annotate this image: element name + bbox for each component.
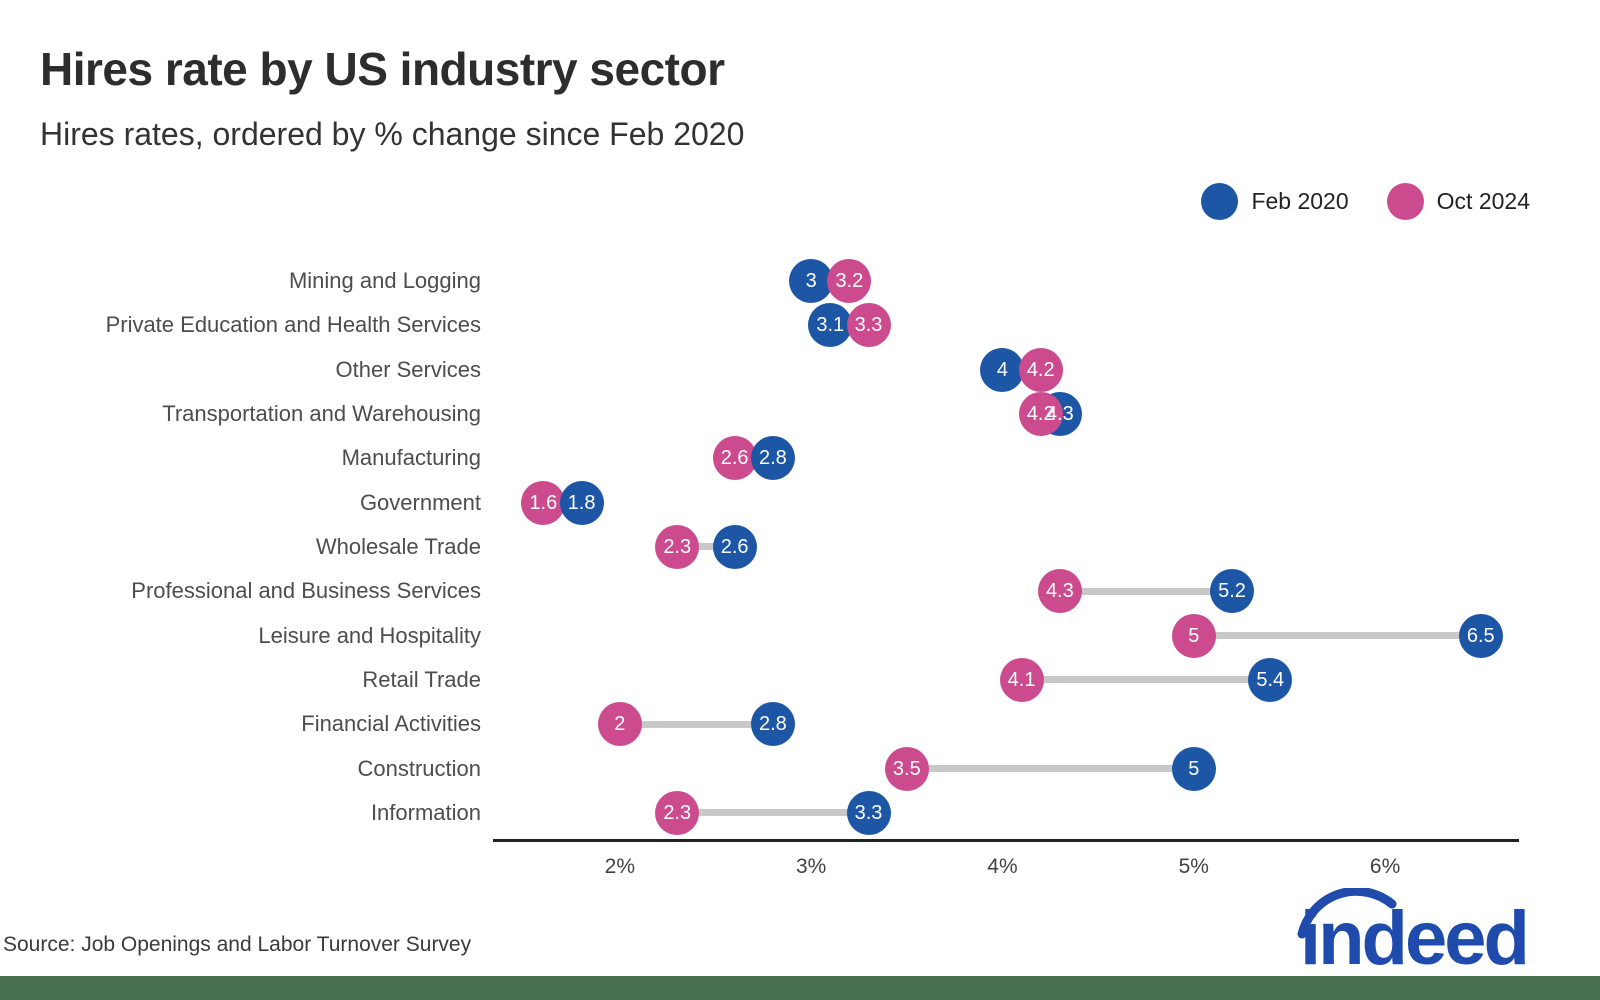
feb-2020-dot xyxy=(559,480,604,525)
oct-2024-dot xyxy=(1018,347,1063,392)
indeed-logo-swoosh-icon xyxy=(1297,888,1397,939)
x-axis-tick-label: 3% xyxy=(795,855,827,878)
category-label: Construction xyxy=(357,755,481,781)
x-axis-line xyxy=(493,839,1519,842)
oct-2024-dot xyxy=(1018,391,1063,436)
oct-2024-dot xyxy=(999,657,1044,702)
category-label: Other Services xyxy=(335,356,482,382)
category-label: Leisure and Hospitality xyxy=(258,622,481,648)
legend-label-feb-2020: Feb 2020 xyxy=(1251,188,1349,214)
oct-2024-dot xyxy=(884,746,929,791)
feb-2020-dot xyxy=(1210,569,1255,614)
page-subtitle: Hires rates, ordered by % change since F… xyxy=(40,116,745,152)
source-note: Source: Job Openings and Labor Turnover … xyxy=(3,933,472,956)
category-label: Private Education and Health Services xyxy=(105,312,481,338)
feb-2020-dot xyxy=(789,259,834,303)
feb-2020-swatch-icon xyxy=(1201,183,1239,220)
x-axis-tick-label: 4% xyxy=(987,855,1018,878)
footer-bar xyxy=(0,976,1600,1000)
legend-item-oct-2024: Oct 2024 xyxy=(1386,183,1530,220)
oct-2024-swatch-icon xyxy=(1386,183,1424,220)
feb-2020-dot xyxy=(1248,657,1293,702)
connector-line xyxy=(619,720,773,728)
legend-item-feb-2020: Feb 2020 xyxy=(1201,183,1349,220)
oct-2024-dot xyxy=(521,480,566,525)
indeed-logo: indeed xyxy=(1297,888,1530,974)
category-label: Professional and Business Services xyxy=(131,578,481,604)
connector-line xyxy=(1059,587,1233,595)
category-label: Information xyxy=(370,799,481,825)
indeed-logo-wordmark: indeed xyxy=(1300,896,1527,974)
oct-2024-dot xyxy=(846,303,891,348)
page-title: Hires rate by US industry sector xyxy=(40,43,725,95)
oct-2024-dot xyxy=(597,702,642,747)
x-axis-tick-label: 5% xyxy=(1178,855,1209,878)
connector-line xyxy=(677,809,869,817)
feb-2020-dot xyxy=(750,436,795,481)
feb-2020-dot xyxy=(1171,746,1216,791)
oct-2024-dot xyxy=(712,436,757,481)
x-axis-tick-label: 2% xyxy=(604,855,635,878)
oct-2024-dot xyxy=(1037,569,1082,614)
legend-label-oct-2024: Oct 2024 xyxy=(1436,188,1530,214)
feb-2020-dot xyxy=(846,790,891,835)
category-label: Transportation and Warehousing xyxy=(162,400,481,426)
category-label: Retail Trade xyxy=(362,666,481,692)
feb-2020-dot xyxy=(980,347,1025,392)
legend: Feb 2020 Oct 2024 xyxy=(1201,183,1530,220)
connector-line xyxy=(1021,676,1271,684)
feb-2020-dot xyxy=(808,303,853,348)
oct-2024-dot xyxy=(1171,613,1216,658)
category-label: Financial Activities xyxy=(301,711,481,737)
oct-2024-dot xyxy=(655,790,700,835)
x-axis-tick-label: 6% xyxy=(1369,855,1401,878)
connector-line xyxy=(1193,632,1481,640)
feb-2020-dot xyxy=(712,524,757,569)
category-label: Wholesale Trade xyxy=(315,533,481,559)
feb-2020-dot xyxy=(750,702,795,747)
category-label: Government xyxy=(359,489,481,515)
oct-2024-dot xyxy=(827,259,872,303)
oct-2024-dot xyxy=(655,524,700,569)
connector-line xyxy=(677,543,735,551)
feb-2020-dot xyxy=(1458,613,1503,658)
connector-line xyxy=(906,765,1194,773)
category-label: Mining and Logging xyxy=(288,268,481,293)
category-label: Manufacturing xyxy=(341,445,481,471)
